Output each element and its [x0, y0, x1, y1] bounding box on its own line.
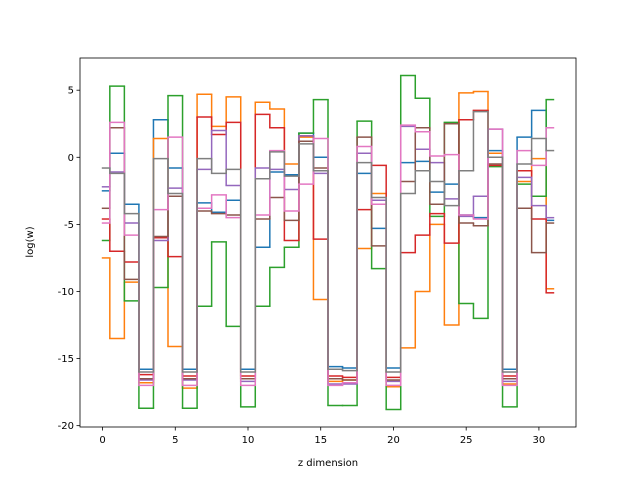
- step-series: [101, 110, 555, 373]
- y-axis-label: log(w): [25, 226, 36, 257]
- x-tick-label: 15: [314, 435, 327, 446]
- x-axis-label: z dimension: [298, 458, 358, 469]
- plot-frame: [79, 57, 577, 428]
- x-tick-label: 25: [460, 435, 473, 446]
- y-tick-label: -15: [58, 354, 74, 365]
- y-tick-label: -5: [64, 220, 74, 231]
- y-tick-label: -10: [58, 287, 74, 298]
- x-tick-label: 10: [242, 435, 255, 446]
- y-tick-label: -20: [58, 421, 74, 432]
- x-tick-label: 30: [533, 435, 546, 446]
- y-tick-label: 0: [68, 153, 74, 164]
- x-tick-label: 0: [99, 435, 105, 446]
- x-tick-label: 5: [172, 435, 178, 446]
- x-tick-label: 20: [387, 435, 400, 446]
- y-tick-label: 5: [68, 86, 74, 97]
- plot-area: [101, 74, 555, 411]
